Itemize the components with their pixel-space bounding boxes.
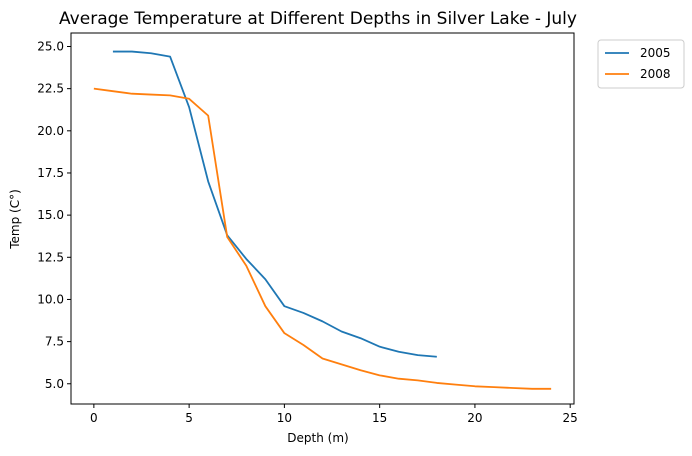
x-tick-label: 25 [563, 411, 578, 425]
y-axis-ticks: 5.0 7.5 10.0 12.5 15.0 17.5 20.0 22.5 25.0 [37, 39, 71, 391]
y-tick-label: 7.5 [45, 335, 64, 349]
series-line-2005 [112, 50, 437, 358]
series-line-2008 [93, 87, 552, 390]
x-tick-label: 15 [372, 411, 387, 425]
x-tick-label: 5 [185, 411, 193, 425]
legend: 2005 2008 [597, 39, 685, 89]
y-tick-label: 12.5 [37, 250, 64, 264]
x-axis-label: Depth (m) [287, 431, 348, 445]
y-tick-label: 22.5 [37, 82, 64, 96]
series-lines [93, 50, 552, 390]
legend-label-2008: 2008 [640, 67, 671, 81]
y-tick-label: 10.0 [37, 292, 64, 306]
plot-frame [70, 32, 575, 405]
legend-box [597, 39, 685, 89]
y-tick-label: 5.0 [45, 377, 64, 391]
legend-label-2005: 2005 [640, 46, 671, 60]
y-axis-label: Temp (C°) [8, 189, 22, 250]
y-tick-label: 17.5 [37, 166, 64, 180]
y-tick-label: 25.0 [37, 39, 64, 53]
chart-title: Average Temperature at Different Depths … [59, 9, 577, 29]
y-tick-label: 20.0 [37, 124, 64, 138]
x-tick-label: 0 [90, 411, 98, 425]
x-tick-label: 10 [277, 411, 292, 425]
y-tick-label: 15.0 [37, 208, 64, 222]
x-axis-ticks: 0 5 10 15 20 25 [90, 404, 578, 425]
x-tick-label: 20 [467, 411, 482, 425]
